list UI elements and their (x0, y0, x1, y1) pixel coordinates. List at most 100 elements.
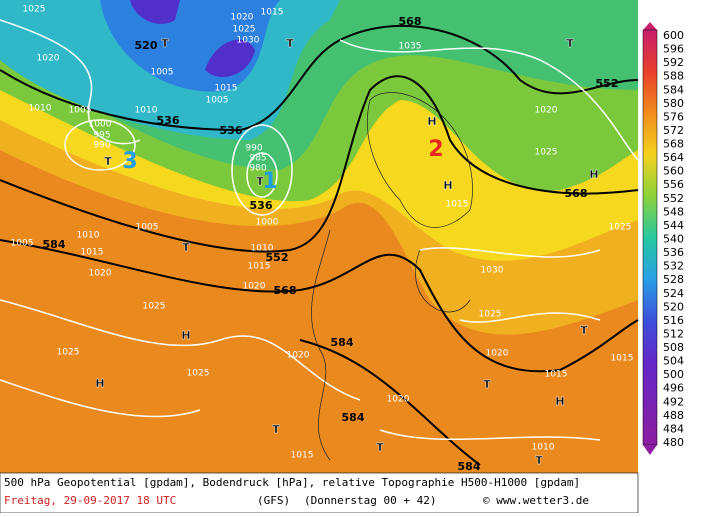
contour-label: 1015 (215, 84, 238, 94)
colorbar-label: 588 (663, 70, 684, 83)
pressure-center: T (256, 175, 264, 188)
colorbar-label: 560 (663, 165, 684, 178)
contour-label: 1035 (399, 42, 422, 52)
colorbar-label: 596 (663, 43, 684, 56)
colorbar-bottom (643, 445, 657, 455)
contour-label: 1010 (532, 443, 555, 453)
pressure-center: H (589, 168, 598, 181)
contour-label: 1015 (545, 370, 568, 380)
contour-label: 1030 (237, 36, 260, 46)
pressure-center: T (566, 37, 574, 50)
colorbar-label: 572 (663, 124, 684, 137)
colorbar-label: 480 (663, 436, 684, 449)
pressure-center: H (555, 395, 564, 408)
colorbar-label: 592 (663, 56, 684, 69)
colorbar-label: 488 (663, 409, 684, 422)
contour-label: 1010 (77, 231, 100, 241)
footer-credit: © www.wetter3.de (483, 494, 589, 507)
map-area (0, 0, 639, 473)
contour-label: 1020 (486, 349, 509, 359)
low-number: 3 (122, 149, 137, 174)
contour-label: 584 (43, 238, 66, 251)
low-core (130, 0, 255, 78)
contour-label: 990 (93, 141, 110, 151)
pressure-center: H (443, 179, 452, 192)
contour-label: 568 (274, 284, 297, 297)
contour-label: 1020 (535, 106, 558, 116)
contour-label: 1005 (69, 106, 92, 116)
contour-label: 1025 (23, 5, 46, 15)
colorbar-label: 516 (663, 314, 684, 327)
pressure-center: T (580, 324, 588, 337)
contour-label: 1025 (233, 25, 256, 35)
colorbar-label: 556 (663, 178, 684, 191)
contour-label: 1005 (136, 223, 159, 233)
colorbar-label: 492 (663, 395, 684, 408)
contour-label: 552 (266, 251, 289, 264)
contour-label: 536 (157, 114, 180, 127)
colorbar-label: 544 (663, 219, 684, 232)
contour-label: 1005 (151, 68, 174, 78)
colorbar-label: 552 (663, 192, 684, 205)
footer-description: 500 hPa Geopotential [gpdam], Bodendruck… (4, 476, 580, 489)
colorbar-label: 584 (663, 83, 684, 96)
colorbar-label: 576 (663, 110, 684, 123)
contour-label: 1000 (256, 218, 279, 228)
contour-label: 1025 (143, 302, 166, 312)
contour-label: 1025 (479, 310, 502, 320)
contour-label: 536 (220, 124, 243, 137)
contour-label: 1015 (446, 200, 469, 210)
contour-label: 1030 (481, 266, 504, 276)
contour-label: 985 (249, 154, 266, 164)
contour-label: 552 (596, 77, 619, 90)
contour-label: 520 (135, 39, 158, 52)
pressure-center: H (427, 115, 436, 128)
footer-date: Freitag, 29-09-2017 18 UTC (4, 494, 176, 507)
colorbar-label: 520 (663, 300, 684, 313)
contour-label: 995 (93, 131, 110, 141)
contour-label: 980 (249, 164, 266, 174)
pressure-isobars (0, 19, 639, 441)
contour-label: 1000 (89, 120, 112, 130)
pressure-center: T (161, 37, 169, 50)
low-number: 1 (262, 169, 277, 194)
contour-label: 1025 (535, 148, 558, 158)
colorbar (642, 29, 658, 446)
contour-label: 1015 (261, 8, 284, 18)
footer-box (0, 472, 639, 514)
contour-label: 1020 (37, 54, 60, 64)
colorbar-label: 540 (663, 233, 684, 246)
geopotential-contours (0, 24, 639, 466)
contour-label: 990 (245, 144, 262, 154)
colorbar-label: 528 (663, 273, 684, 286)
pressure-center: H (95, 377, 104, 390)
pressure-center: T (272, 423, 280, 436)
colorbar-label: 548 (663, 205, 684, 218)
contour-label: 1025 (187, 369, 210, 379)
colorbar-label: 508 (663, 341, 684, 354)
colorbar-labels: 6005965925885845805765725685645605565525… (663, 29, 684, 449)
contour-label: 1010 (135, 106, 158, 116)
contour-label: 1010 (251, 244, 274, 254)
contour-label: 1015 (248, 262, 271, 272)
contour-label: 1025 (609, 223, 632, 233)
colorbar-label: 512 (663, 327, 684, 340)
contour-label: 1020 (89, 269, 112, 279)
contour-label: 1015 (291, 451, 314, 461)
footer-run: (Donnerstag 00 + 42) (304, 494, 436, 507)
colorbar-label: 496 (663, 382, 684, 395)
pressure-center: T (535, 454, 543, 467)
colorbar-label: 564 (663, 151, 684, 164)
low-number: 2 (428, 137, 443, 162)
contour-label: 1020 (243, 282, 266, 292)
colorbar-label: 500 (663, 368, 684, 381)
contour-label: 1020 (231, 13, 254, 23)
contour-label: 1005 (11, 239, 34, 249)
contour-label: 1025 (57, 348, 80, 358)
footer-model: (GFS) (257, 494, 290, 507)
coastlines (311, 92, 473, 461)
contour-label: 1020 (387, 395, 410, 405)
colorbar-label: 580 (663, 97, 684, 110)
